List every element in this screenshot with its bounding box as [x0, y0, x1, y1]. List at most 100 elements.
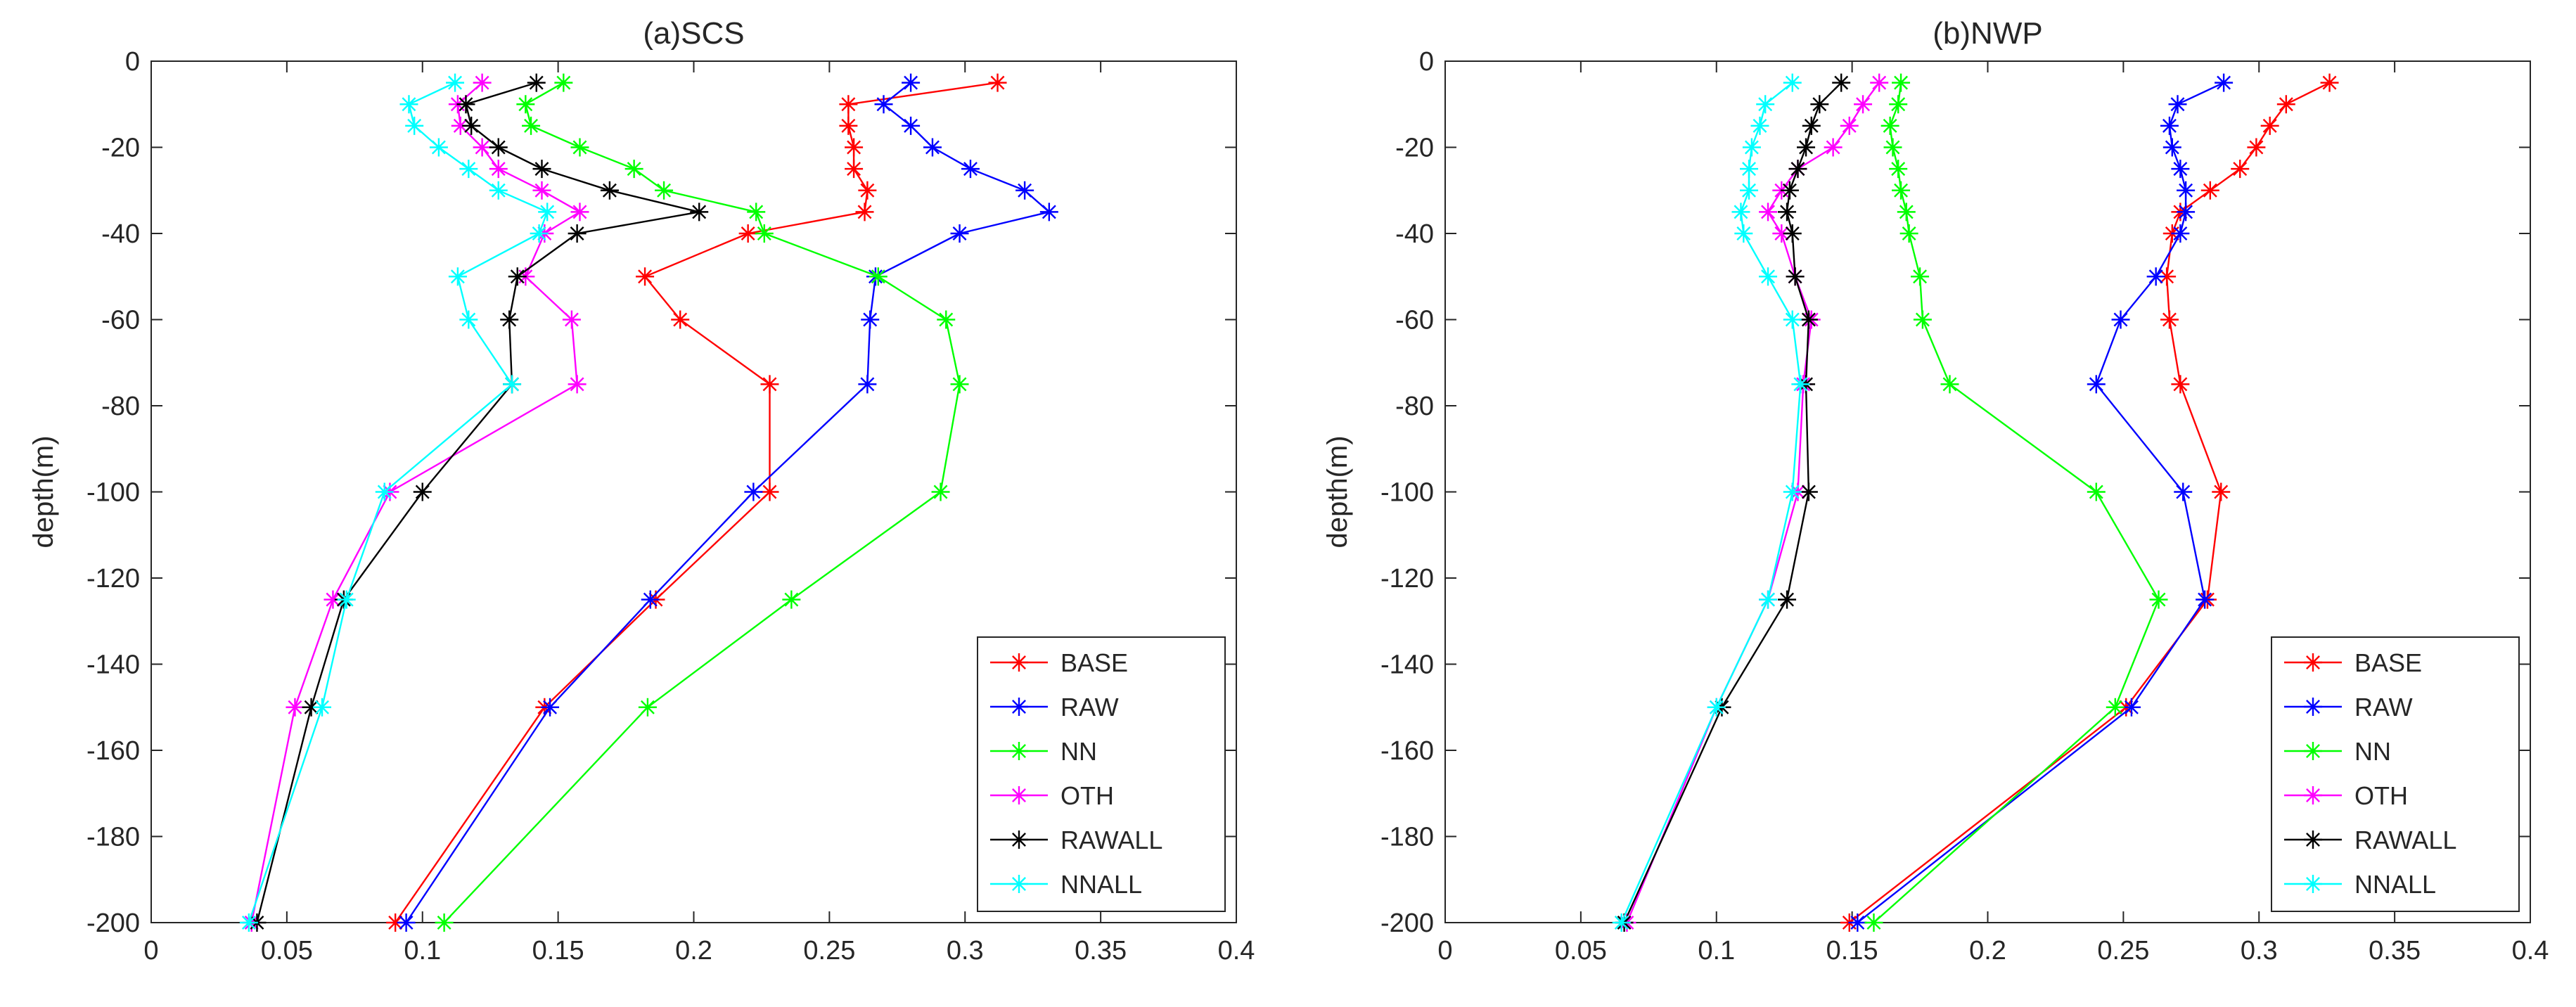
data-point-marker: [950, 224, 969, 243]
legend-swatch-marker: [2304, 653, 2322, 672]
y-tick-label: -20: [101, 134, 140, 163]
data-point-marker: [858, 375, 877, 394]
x-tick-label: 0.4: [1218, 936, 1255, 966]
data-point-marker: [1740, 181, 1759, 200]
x-tick-label: 0.05: [261, 936, 313, 966]
data-point-marker: [323, 590, 342, 609]
data-point-marker: [508, 267, 527, 286]
data-point-marker: [1911, 267, 1930, 286]
data-point-marker: [1740, 160, 1759, 179]
data-point-marker: [2160, 116, 2179, 135]
y-tick-label: -40: [1395, 219, 1434, 249]
legend-label: RAWALL: [1060, 826, 1162, 854]
legend-entry-raw: RAW: [2284, 693, 2413, 721]
legend-label: NNALL: [1060, 870, 1142, 899]
data-point-marker: [744, 482, 763, 501]
data-point-marker: [313, 698, 332, 717]
y-tick-label: -120: [1380, 564, 1434, 594]
y-tick-label: -140: [1380, 650, 1434, 680]
data-point-marker: [2168, 95, 2187, 114]
data-point-marker: [902, 73, 921, 92]
data-point-marker: [2177, 181, 2196, 200]
data-point-marker: [2149, 590, 2168, 609]
data-point-marker: [636, 267, 655, 286]
legend-entry-oth: OTH: [2284, 781, 2408, 810]
data-point-marker: [435, 913, 454, 932]
y-tick-label: -40: [101, 219, 140, 249]
data-point-marker: [489, 181, 508, 200]
legend-label: OTH: [2354, 781, 2408, 810]
data-point-marker: [2196, 590, 2215, 609]
chart-title: (b)NWP: [1933, 16, 2042, 51]
legend-entry-rawall: RAWALL: [990, 826, 1162, 854]
data-point-marker: [1015, 181, 1034, 200]
data-point-marker: [1788, 160, 1807, 179]
x-tick-label: 0.35: [2369, 936, 2421, 966]
series-raw: [397, 73, 1058, 932]
data-point-marker: [1786, 267, 1805, 286]
data-point-marker: [2162, 138, 2181, 157]
data-point-marker: [931, 482, 950, 501]
legend-entry-raw: RAW: [990, 693, 1119, 721]
data-point-marker: [1759, 590, 1778, 609]
legend-swatch-marker: [2304, 786, 2322, 804]
data-point-marker: [747, 203, 766, 222]
legend-box: [2271, 636, 2520, 912]
data-point-marker: [1742, 138, 1761, 157]
x-tick-label: 0: [143, 936, 158, 966]
legend-entry-nnall: NNALL: [990, 870, 1142, 899]
data-point-marker: [2171, 160, 2190, 179]
data-point-marker: [1889, 95, 1908, 114]
data-point-marker: [473, 73, 492, 92]
data-point-marker: [1778, 590, 1797, 609]
legend-entry-base: BASE: [990, 648, 1128, 677]
y-axis-label: depth(m): [28, 435, 59, 548]
data-point-marker: [2171, 224, 2190, 243]
data-point-marker: [2087, 482, 2106, 501]
legend-swatch-marker: [1010, 653, 1028, 672]
chart-panel-a: 0 0.05 0.1 0.15 0.2 0.25 0.3 0.35 0.4 0 -20 -40 -60 -…: [28, 16, 1255, 966]
data-point-marker: [1731, 203, 1750, 222]
data-point-marker: [1799, 482, 1818, 501]
x-tick-label: 0.25: [2097, 936, 2149, 966]
data-point-marker: [568, 375, 587, 394]
legend-swatch-marker: [2304, 875, 2322, 893]
legend-label: NN: [2354, 737, 2391, 766]
legend-entry-nnall: NNALL: [2284, 870, 2436, 899]
data-point-marker: [1913, 310, 1932, 329]
x-tick-label: 0: [1437, 936, 1452, 966]
data-point-marker: [500, 310, 519, 329]
data-point-marker: [2247, 138, 2266, 157]
x-tick-label: 0.1: [1698, 936, 1735, 966]
data-point-marker: [845, 138, 864, 157]
legend-label: NN: [1060, 737, 1097, 766]
legend-label: RAW: [1060, 693, 1119, 721]
legend-label: OTH: [1060, 781, 1114, 810]
data-point-marker: [522, 116, 541, 135]
y-tick-label: -60: [1395, 306, 1434, 335]
data-point-marker: [1783, 482, 1802, 501]
data-point-marker: [690, 203, 709, 222]
data-point-marker: [527, 73, 546, 92]
y-tick-label: -20: [1395, 134, 1434, 163]
y-tick-label: -100: [86, 478, 140, 508]
series-base: [386, 73, 1007, 932]
data-point-marker: [861, 310, 880, 329]
data-point-marker: [570, 203, 589, 222]
series-nnall: [1612, 73, 1810, 932]
data-point-marker: [839, 95, 858, 114]
data-point-marker: [2171, 375, 2190, 394]
x-tick-label: 0.2: [1969, 936, 2006, 966]
data-point-marker: [532, 160, 551, 179]
x-tick-label: 0.2: [675, 936, 712, 966]
data-point-marker: [397, 913, 416, 932]
x-tick-label: 0.1: [404, 936, 441, 966]
data-point-marker: [845, 160, 864, 179]
legend-label: BASE: [1060, 648, 1128, 677]
data-point-marker: [1783, 224, 1802, 243]
data-point-marker: [1892, 181, 1911, 200]
y-tick-label: -80: [1395, 392, 1434, 421]
data-point-marker: [937, 310, 956, 329]
data-point-marker: [2320, 73, 2339, 92]
